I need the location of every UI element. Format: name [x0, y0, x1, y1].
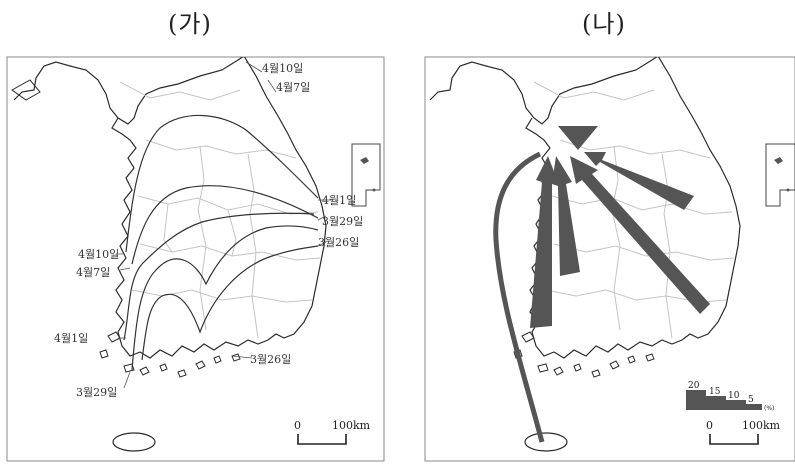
- flow-from-central-west: [552, 156, 580, 276]
- ulleung-inset-box: [351, 143, 381, 207]
- legend-value-10: 10: [728, 391, 740, 401]
- label-west-apr1: 4월1일: [54, 331, 88, 345]
- label-west-apr7: 4월7일: [76, 265, 110, 279]
- flow-from-southeast: [570, 156, 710, 314]
- ulleung-island-b: [774, 157, 783, 164]
- label-south-mar26: 3월26일: [250, 352, 291, 366]
- isoline-mar26: [141, 245, 319, 361]
- scale-a-distance: 100km: [332, 419, 371, 432]
- label-east-mar26: 3월26일: [318, 235, 359, 249]
- south-islands-b: [513, 331, 655, 378]
- label-east-apr7: 4월7일: [276, 80, 310, 94]
- panel-b-frame: [424, 56, 795, 462]
- label-east-apr10: 4월10일: [262, 61, 303, 75]
- isoline-apr1: [123, 212, 315, 341]
- dokdo-island-b: [786, 188, 790, 192]
- isoline-apr7: [131, 185, 319, 265]
- admin-boundaries-b: [533, 81, 735, 339]
- label-west-apr10: 4월10일: [78, 247, 119, 261]
- flow-from-east: [584, 152, 694, 210]
- legend-unit: (%): [764, 405, 774, 412]
- north-coast-outline: [13, 57, 244, 125]
- flow-arrival-capital: [558, 126, 598, 150]
- panel-b-title: (나): [582, 10, 626, 38]
- scale-b-distance: 100km: [742, 419, 781, 432]
- dokdo-island: [372, 188, 376, 192]
- jeju-island: [112, 432, 156, 452]
- flow-legend-bar: [686, 390, 762, 410]
- isoline-apr10: [125, 114, 319, 253]
- legend-value-15: 15: [709, 387, 721, 397]
- flow-from-southwest: [530, 156, 558, 328]
- panel-a-map: 4월10일 4월7일 4월1일 3월29일 3월26일 4월10일 4월7일 4…: [6, 56, 385, 462]
- peninsula-coast-outline-b: [525, 57, 741, 359]
- panel-a-scale-bar: 0 100km: [294, 419, 371, 445]
- legend-value-20: 20: [688, 381, 700, 391]
- panel-b-scale-bar: 0 100km: [706, 419, 781, 445]
- isoline-mar29: [131, 225, 319, 371]
- flow-legend: 20 15 10 5 (%): [686, 381, 774, 412]
- jeju-island-b: [524, 432, 568, 452]
- label-south-mar29: 3월29일: [76, 385, 117, 399]
- scale-a-zero: 0: [294, 419, 301, 432]
- panel-a-title: (가): [168, 10, 212, 38]
- migration-flows: [493, 126, 710, 443]
- label-east-apr1: 4월1일: [322, 193, 356, 207]
- scale-b-zero: 0: [706, 419, 713, 432]
- ulleung-inset-box-b: [765, 143, 795, 207]
- flow-from-jeju: [493, 151, 545, 443]
- label-east-mar29: 3월29일: [322, 214, 363, 228]
- panel-a-frame: [6, 56, 385, 462]
- north-coast-outline-b: [429, 57, 658, 125]
- ulleung-island: [360, 157, 369, 164]
- legend-value-5: 5: [748, 395, 754, 405]
- peninsula-coast-outline: [111, 57, 327, 359]
- panel-b-map: 20 15 10 5 (%) 0 100km: [424, 56, 795, 462]
- isolines: [116, 61, 332, 389]
- north-west-islet: [11, 79, 41, 101]
